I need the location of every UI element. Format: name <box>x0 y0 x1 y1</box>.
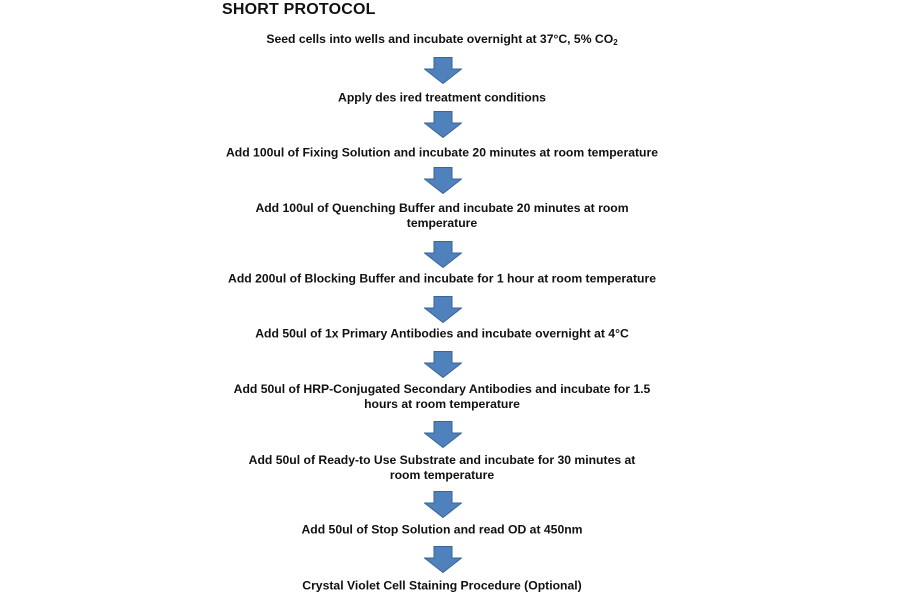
step-1-text: Seed cells into wells and incubate overn… <box>266 32 614 46</box>
co2-subscript: 2 <box>613 38 618 47</box>
down-arrow-icon <box>424 111 462 138</box>
down-arrow-icon <box>424 241 462 268</box>
step-7: Add 50ul of HRP-Conjugated Secondary Ant… <box>233 382 651 411</box>
step-10: Crystal Violet Cell Staining Procedure (… <box>302 578 582 593</box>
down-arrow-icon <box>424 421 462 448</box>
step-6: Add 50ul of 1x Primary Antibodies and in… <box>255 326 629 341</box>
down-arrow-icon <box>424 491 462 518</box>
step-9: Add 50ul of Stop Solution and read OD at… <box>301 522 583 537</box>
down-arrow-icon <box>424 546 462 573</box>
down-arrow-icon <box>424 296 462 323</box>
protocol-title: SHORT PROTOCOL <box>222 1 376 18</box>
down-arrow-icon <box>424 57 462 84</box>
step-3: Add 100ul of Fixing Solution and incubat… <box>225 145 659 160</box>
down-arrow-icon <box>424 167 462 194</box>
down-arrow-icon <box>424 351 462 378</box>
step-2: Apply des ired treatment conditions <box>338 90 546 105</box>
step-1: Seed cells into wells and incubate overn… <box>192 32 692 50</box>
step-5: Add 200ul of Blocking Buffer and incubat… <box>228 271 656 286</box>
step-4: Add 100ul of Quenching Buffer and incuba… <box>255 201 629 230</box>
step-8: Add 50ul of Ready-to Use Substrate and i… <box>248 453 636 482</box>
